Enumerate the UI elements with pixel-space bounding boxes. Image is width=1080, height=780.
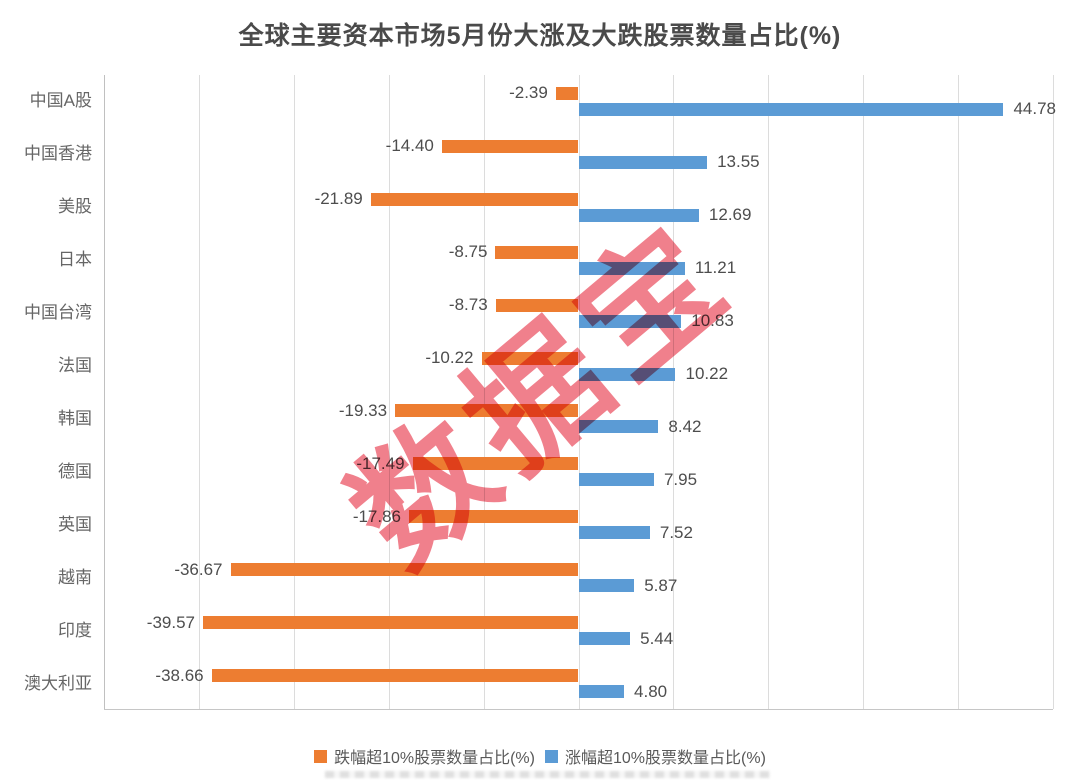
bar-advance: [578, 155, 708, 169]
bar-decline: [481, 351, 579, 365]
value-label-advance: 4.80: [634, 681, 668, 701]
legend: 跌幅超10%股票数量占比(%) 涨幅超10%股票数量占比(%): [0, 744, 1080, 768]
bar-advance: [578, 526, 650, 540]
category-label: 中国A股: [29, 91, 92, 111]
x-gridline: [1053, 75, 1054, 709]
value-label-decline: -36.67: [174, 559, 223, 579]
value-label-decline: -21.89: [314, 189, 363, 209]
bar-advance: [578, 579, 635, 593]
bar-advance: [578, 208, 699, 222]
value-label-advance: 13.55: [717, 152, 760, 172]
category-label: 韩国: [58, 408, 92, 428]
category-label: 印度: [58, 620, 92, 640]
value-label-advance: 11.21: [694, 258, 737, 278]
x-gridline: [768, 75, 770, 709]
value-label-decline: -2.39: [509, 83, 548, 103]
bar-decline: [412, 457, 579, 471]
value-label-advance: 10.22: [685, 364, 729, 384]
value-label-advance: 7.95: [663, 469, 698, 489]
x-gridline: [863, 75, 865, 709]
x-gridline: [388, 75, 390, 709]
legend-label-up: 涨幅超10%股票数量占比(%): [565, 750, 766, 767]
value-label-decline: -8.73: [448, 295, 488, 315]
value-label-decline: -17.49: [356, 453, 405, 473]
bar-decline: [495, 245, 579, 259]
plot-area: 中国A股 -2.39 44.78 中国香港 -14.40 13.55 美股 -21.89 12.…: [24, 75, 1056, 710]
legend-item-up: 涨幅超10%股票数量占比(%): [545, 744, 766, 768]
legend-swatch-up-icon: [545, 749, 558, 763]
bar-advance: [578, 632, 631, 646]
value-label-advance: 5.87: [644, 575, 678, 595]
value-label-advance: 5.44: [640, 628, 674, 648]
category-label: 德国: [58, 461, 92, 481]
x-gridline: [104, 75, 105, 709]
bar-decline: [211, 669, 579, 683]
category-label: 中国台湾: [24, 303, 92, 323]
category-label: 美股: [58, 197, 92, 217]
bar-advance: [578, 261, 685, 275]
legend-swatch-down-icon: [314, 749, 328, 763]
value-label-advance: 44.78: [1013, 99, 1056, 119]
bar-decline: [230, 563, 579, 577]
value-label-decline: -10.22: [425, 348, 474, 368]
bar-advance: [578, 314, 682, 328]
bar-decline: [202, 616, 579, 630]
x-gridline: [673, 75, 675, 709]
x-gridline: [293, 75, 295, 709]
value-label-decline: -17.86: [352, 506, 402, 526]
bar-decline: [409, 510, 579, 524]
category-label: 日本: [58, 250, 92, 270]
x-gridline: [198, 75, 200, 709]
x-gridline: [483, 75, 485, 709]
category-label: 中国香港: [24, 144, 92, 164]
cropped-text-strip: [325, 771, 770, 778]
bar-decline: [495, 298, 579, 312]
category-label: 法国: [58, 356, 92, 376]
bar-decline: [441, 139, 579, 153]
bar-advance: [578, 420, 659, 434]
value-label-advance: 7.52: [659, 522, 693, 542]
bar-decline: [555, 86, 579, 100]
bar-advance: [578, 102, 1004, 116]
bar-advance: [578, 685, 625, 699]
value-label-advance: 10.83: [691, 311, 734, 331]
value-label-decline: -14.40: [385, 136, 434, 156]
chart-title: 全球主要资本市场5月份大涨及大跌股票数量占比(%): [238, 22, 842, 50]
value-label-decline: -38.66: [155, 665, 204, 685]
legend-label-down: 跌幅超10%股票数量占比(%): [334, 750, 535, 767]
category-label: 越南: [58, 567, 92, 587]
x-gridline: [578, 75, 580, 709]
bar-advance: [578, 367, 676, 381]
value-label-advance: 8.42: [668, 416, 702, 436]
category-label: 澳大利亚: [24, 673, 92, 693]
value-label-decline: -8.75: [448, 242, 488, 262]
legend-item-down: 跌幅超10%股票数量占比(%): [314, 744, 535, 768]
value-label-decline: -39.57: [146, 612, 195, 632]
value-label-decline: -19.33: [338, 400, 388, 420]
bar-decline: [395, 404, 579, 418]
bar-decline: [370, 192, 579, 206]
value-label-advance: 12.69: [708, 205, 752, 225]
category-label: 英国: [58, 514, 92, 534]
bar-advance: [578, 473, 654, 487]
x-gridline: [958, 75, 960, 709]
